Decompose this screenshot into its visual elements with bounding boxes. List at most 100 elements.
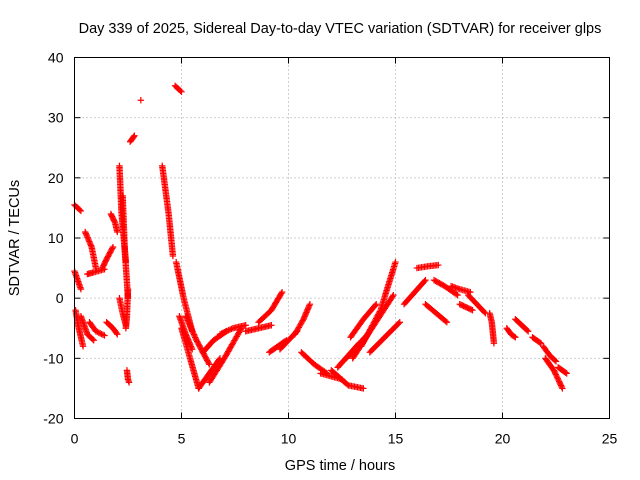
- data-point: [183, 315, 191, 323]
- data-point: [359, 340, 366, 347]
- data-point: [205, 359, 212, 367]
- data-point: [113, 329, 120, 337]
- data-point: [373, 300, 380, 308]
- data-point: [77, 207, 85, 215]
- data-series-segment: [430, 276, 461, 299]
- data-point: [512, 334, 519, 341]
- data-series-segment: [86, 319, 108, 339]
- data-series-segment: [195, 355, 224, 392]
- data-series-segment: [413, 261, 442, 272]
- data-point: [557, 382, 565, 389]
- data-point: [221, 329, 228, 336]
- data-point: [481, 308, 488, 316]
- data-point: [551, 357, 559, 364]
- data-point: [222, 328, 229, 335]
- data-point: [242, 322, 249, 329]
- chart-title: Day 339 of 2025, Sidereal Day-to-day VTE…: [79, 21, 602, 37]
- data-point: [96, 330, 104, 337]
- data-series-segment: [542, 355, 566, 392]
- data-series-segment: [99, 243, 117, 272]
- data-point: [216, 331, 224, 338]
- data-point: [390, 291, 397, 299]
- data-point: [192, 334, 199, 341]
- data-points: [71, 82, 570, 392]
- data-point: [95, 329, 102, 336]
- data-point: [392, 258, 399, 266]
- x-tick-label: 0: [71, 431, 79, 447]
- data-point: [523, 327, 531, 334]
- y-tick-label: 0: [56, 290, 64, 306]
- data-point: [556, 379, 563, 387]
- axis-ticks: 0 5 10 15 20 25 -20 -10 0 10 20 30 40: [43, 50, 617, 447]
- data-point: [182, 313, 189, 320]
- data-point: [98, 330, 105, 338]
- data-series-segment: [554, 364, 570, 377]
- data-point: [169, 252, 177, 260]
- data-point: [373, 313, 381, 321]
- data-point: [443, 319, 451, 326]
- data-series-segment: [71, 267, 85, 293]
- data-series-segment: [465, 291, 489, 317]
- data-series-segment: [347, 300, 380, 341]
- x-tick-label: 15: [388, 431, 404, 447]
- data-point: [374, 312, 381, 319]
- data-point: [185, 318, 192, 326]
- data-point: [186, 322, 194, 330]
- data-point: [365, 329, 372, 336]
- data-point: [79, 343, 87, 350]
- data-point: [372, 315, 380, 322]
- data-series-segment: [216, 322, 249, 338]
- data-point: [130, 133, 137, 140]
- data-point: [552, 358, 560, 365]
- data-point: [366, 326, 374, 333]
- grid-lines: [74, 57, 610, 419]
- data-point: [111, 218, 118, 225]
- data-point: [375, 309, 383, 317]
- data-point: [368, 323, 375, 331]
- data-point: [125, 379, 133, 386]
- data-point: [99, 331, 107, 338]
- data-point: [92, 328, 100, 335]
- data-point: [364, 330, 372, 338]
- data-point: [362, 334, 369, 342]
- data-point: [306, 300, 314, 308]
- data-point: [188, 327, 196, 334]
- data-point: [361, 337, 368, 344]
- data-point: [367, 325, 375, 332]
- data-point: [536, 339, 544, 346]
- data-point: [89, 336, 96, 343]
- data-point: [189, 328, 196, 335]
- data-series-segment: [529, 334, 545, 347]
- data-point: [206, 361, 213, 368]
- data-series-segment: [366, 319, 403, 356]
- data-point: [114, 331, 121, 338]
- data-point: [299, 317, 306, 324]
- data-series-segment: [539, 343, 560, 365]
- data-point: [389, 293, 396, 300]
- data-series-segment: [400, 276, 429, 308]
- data-point: [124, 285, 132, 293]
- data-series-segment: [456, 300, 476, 314]
- data-series-segment: [447, 282, 474, 296]
- data-point: [376, 308, 383, 315]
- data-point: [191, 332, 198, 340]
- y-tick-label: 30: [48, 110, 64, 126]
- data-point: [109, 245, 116, 252]
- data-series-segment: [255, 288, 286, 326]
- data-point: [268, 322, 275, 329]
- data-point: [396, 319, 403, 326]
- data-point: [184, 317, 191, 324]
- data-point: [90, 337, 97, 344]
- data-series-segment: [358, 258, 399, 350]
- data-point: [395, 320, 402, 327]
- data-point: [552, 371, 560, 378]
- data-series-segment: [291, 300, 314, 338]
- data-series-segment: [77, 313, 97, 344]
- data-point: [186, 321, 193, 328]
- data-point: [559, 385, 566, 392]
- data-point: [178, 88, 185, 95]
- data-point: [558, 383, 565, 391]
- data-point: [553, 372, 560, 380]
- data-point: [372, 316, 379, 324]
- y-tick-label: 40: [48, 50, 64, 66]
